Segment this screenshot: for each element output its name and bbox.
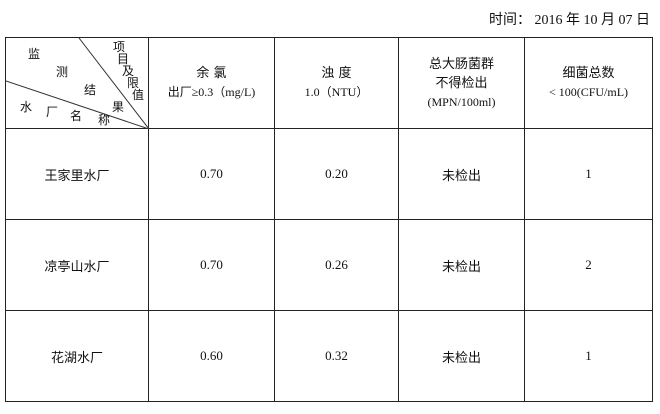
table-row: 花湖水厂 0.60 0.32 未检出 1	[5, 310, 653, 402]
turbidity-value: 0.26	[274, 219, 399, 311]
column-limit: < 100(CFU/mL)	[548, 85, 629, 99]
header-row: 监 测 结 果 项 目 及 限 值 水 厂 名 称 余 氯出厂≥0.3（mg/L…	[5, 37, 653, 129]
coliform-value: 未检出	[398, 310, 525, 402]
column-limit: 出厂≥0.3（mg/L)	[167, 85, 256, 99]
column-name: 总大肠菌群	[428, 56, 494, 72]
corner-char: 限	[127, 76, 140, 90]
corner-char: 值	[132, 88, 145, 102]
corner-char: 目	[117, 52, 130, 66]
water-quality-table: 监 测 结 果 项 目 及 限 值 水 厂 名 称 余 氯出厂≥0.3（mg/L…	[5, 37, 653, 402]
corner-char: 果	[112, 100, 125, 114]
corner-char: 结	[84, 83, 97, 97]
table-row: 王家里水厂 0.70 0.20 未检出 1	[5, 128, 653, 220]
table-row: 凉亭山水厂 0.70 0.26 未检出 2	[5, 219, 653, 311]
column-name: 余 氯	[196, 66, 227, 81]
bacteria-value: 1	[524, 128, 653, 220]
header-bacteria: 细菌总数 < 100(CFU/mL)	[524, 37, 653, 129]
report-date: 时间： 2016 年 10 月 07 日	[489, 9, 650, 29]
corner-char: 测	[56, 65, 69, 79]
plant-name: 凉亭山水厂	[5, 219, 149, 311]
coliform-value: 未检出	[398, 128, 525, 220]
corner-char: 称	[98, 113, 111, 127]
header-chlorine: 余 氯出厂≥0.3（mg/L)	[148, 37, 275, 129]
chlorine-value: 0.70	[148, 128, 275, 220]
header-turbidity: 浊 度 1.0（NTU）	[274, 37, 399, 129]
chlorine-value: 0.60	[148, 310, 275, 402]
corner-char: 项	[113, 40, 126, 54]
corner-char: 名	[70, 109, 83, 123]
column-limit: (MPN/100ml)	[427, 94, 496, 109]
column-name: 细菌总数	[562, 66, 615, 81]
chlorine-value: 0.70	[148, 219, 275, 311]
column-limit: 1.0（NTU）	[304, 85, 369, 99]
date-label: 时间：	[489, 13, 531, 28]
corner-header-cell: 监 测 结 果 项 目 及 限 值 水 厂 名 称	[5, 37, 149, 129]
bacteria-value: 2	[524, 219, 653, 311]
column-name: 浊 度	[321, 66, 352, 81]
header-coliform: 总大肠菌群不得检出 (MPN/100ml)	[398, 37, 525, 129]
corner-char: 监	[28, 47, 41, 61]
plant-name: 花湖水厂	[5, 310, 149, 402]
corner-char: 厂	[46, 105, 59, 119]
coliform-value: 未检出	[398, 219, 525, 311]
corner-char: 及	[122, 64, 135, 78]
date-value: 2016 年 10 月 07 日	[534, 13, 651, 28]
turbidity-value: 0.20	[274, 128, 399, 220]
corner-char: 水	[20, 100, 33, 114]
plant-name: 王家里水厂	[5, 128, 149, 220]
column-name: 不得检出	[435, 75, 488, 91]
bacteria-value: 1	[524, 310, 653, 402]
diagonal-lines	[6, 38, 149, 129]
turbidity-value: 0.32	[274, 310, 399, 402]
